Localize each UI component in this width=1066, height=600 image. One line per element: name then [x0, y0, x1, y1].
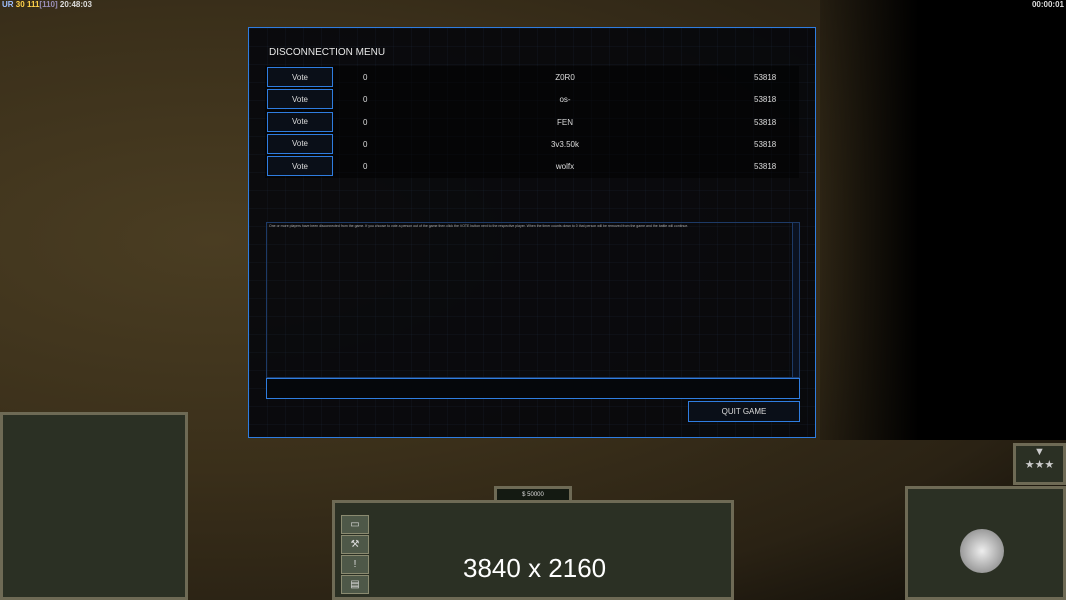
vote-button[interactable]: Vote	[267, 111, 333, 132]
game-timer: 00:00:01	[1031, 0, 1064, 9]
fps-cap: [110]	[39, 0, 58, 9]
vote-button[interactable]: Vote	[267, 133, 333, 154]
player-list: Vote 0 Z0R0 53818 Vote 0 os- 53818 Vote 0 …	[265, 66, 799, 178]
repair-button[interactable]: ⚒	[341, 535, 369, 554]
player-row: Vote 0 os- 53818	[265, 88, 799, 110]
player-row: Vote 0 Z0R0 53818	[265, 66, 799, 88]
radar-panel	[905, 486, 1066, 600]
vote-count: 0	[363, 95, 368, 105]
player-ping: 53818	[754, 162, 777, 172]
options-button[interactable]: ▭	[341, 515, 369, 534]
chat-input[interactable]	[266, 378, 800, 399]
resolution-watermark: 3840 x 2160	[463, 553, 607, 583]
rank-panel: ▼ ★★★	[1013, 443, 1066, 485]
player-ping: 53818	[754, 139, 777, 149]
player-row: Vote 0 wolfx 53818	[265, 155, 799, 177]
player-row: Vote 0 FEN 53818	[265, 111, 799, 133]
map-shadow	[820, 0, 1066, 440]
ur-value: 30	[15, 0, 25, 9]
player-ping: 53818	[754, 117, 777, 127]
radar-emblem-icon	[960, 529, 1004, 573]
vote-count: 0	[363, 139, 368, 149]
vote-button[interactable]: Vote	[267, 89, 333, 110]
vote-count: 0	[363, 162, 368, 172]
player-ping: 53818	[754, 73, 777, 82]
vote-count: 0	[363, 73, 368, 82]
dialog-title: DISCONNECTION MENU	[269, 47, 386, 58]
minimap-panel	[0, 412, 188, 600]
clock: 20:48:03	[59, 0, 92, 9]
disconnection-dialog: DISCONNECTION MENU Vote 0 Z0R0 53818 Vote…	[248, 27, 816, 438]
quit-game-button[interactable]: QUIT GAME	[688, 401, 800, 422]
vote-count: 0	[363, 117, 368, 127]
message-text: One or more players have been disconnect…	[269, 224, 689, 228]
money-value: $ 50000	[522, 492, 544, 498]
vote-button[interactable]: Vote	[267, 156, 333, 177]
scrollbar[interactable]	[792, 223, 799, 377]
ur-label: UR	[2, 0, 14, 9]
vote-button[interactable]: Vote	[267, 67, 333, 87]
stats-readout: UR 30 111[110] 20:48:03	[2, 0, 92, 9]
player-row: Vote 0 3v3.50k 53818	[265, 133, 799, 155]
command-bar: ▭ ⚒ ! ▤	[332, 500, 734, 600]
collapse-arrow-icon[interactable]: ▼	[1034, 446, 1045, 458]
general-stars-icon[interactable]: ★★★	[1024, 459, 1055, 471]
message-box: One or more players have been disconnect…	[266, 222, 800, 378]
player-ping: 53818	[754, 95, 777, 105]
alert-button[interactable]: !	[341, 555, 369, 574]
chat-button[interactable]: ▤	[341, 575, 369, 594]
fps-value: 111	[26, 0, 40, 9]
